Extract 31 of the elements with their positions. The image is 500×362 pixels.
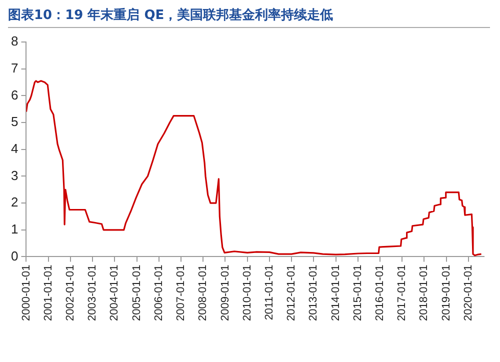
- x-tick-label: 2018-01-01: [418, 264, 430, 322]
- y-tick-label: 5: [10, 114, 18, 130]
- y-tick-label: 8: [10, 34, 18, 49]
- y-tick-label: 3: [10, 168, 18, 183]
- x-tick-label: 2009-01-01: [219, 264, 232, 322]
- chart-title: 图表10：19 年末重启 QE，美国联邦基金利率持续走低: [8, 6, 490, 28]
- x-tick-label: 2013-01-01: [308, 264, 320, 322]
- x-tick-label: 2003-01-01: [86, 264, 99, 322]
- x-tick-label: 2019-01-01: [440, 264, 452, 322]
- x-tick-label: 2015-01-01: [352, 264, 364, 322]
- y-tick-label: 7: [10, 60, 18, 76]
- x-tick-label: 2010-01-01: [241, 264, 254, 322]
- x-tick-label: 2017-01-01: [396, 264, 408, 322]
- x-tick-label: 2016-01-01: [374, 264, 386, 322]
- y-tick-label: 4: [10, 140, 18, 156]
- x-tick-label: 2011-01-01: [263, 264, 276, 320]
- x-tick-label: 2012-01-01: [286, 264, 298, 322]
- y-tick-label: 6: [10, 87, 18, 102]
- x-tick-label: 2020-01-01: [462, 264, 474, 322]
- x-tick-label: 2008-01-01: [197, 264, 210, 322]
- y-tick-label: 2: [10, 194, 18, 210]
- x-tick-label: 2000-01-01: [20, 264, 32, 322]
- x-tick-label: 2005-01-01: [130, 264, 143, 322]
- x-tick-label: 2007-01-01: [175, 264, 188, 322]
- y-tick-label: 0: [10, 248, 18, 264]
- x-tick-label: 2006-01-01: [152, 264, 165, 322]
- y-tick-label: 1: [10, 221, 18, 236]
- x-tick-label: 2014-01-01: [330, 264, 342, 322]
- x-tick-label: 2004-01-01: [108, 264, 121, 322]
- x-tick-label: 2002-01-01: [64, 264, 77, 322]
- x-tick-label: 2001-01-01: [42, 264, 54, 322]
